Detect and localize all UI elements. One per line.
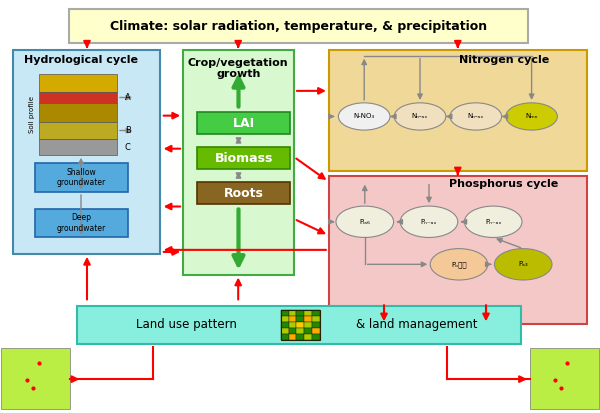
Bar: [312, 328, 320, 334]
Bar: [39, 103, 117, 122]
Bar: [304, 316, 312, 322]
FancyBboxPatch shape: [530, 348, 599, 409]
Bar: [312, 316, 320, 322]
Bar: [296, 322, 304, 328]
Text: Roots: Roots: [224, 187, 263, 200]
Ellipse shape: [400, 206, 458, 237]
Bar: [289, 328, 296, 334]
Bar: [312, 322, 320, 328]
Text: LAI: LAI: [233, 116, 254, 130]
Bar: [296, 316, 304, 322]
Ellipse shape: [336, 206, 394, 237]
Text: Pₒ⭣⁧: Pₒ⭣⁧: [451, 261, 467, 268]
FancyBboxPatch shape: [13, 50, 160, 254]
FancyBboxPatch shape: [1, 348, 70, 409]
Text: B: B: [125, 126, 131, 135]
Text: Hydrological cycle: Hydrological cycle: [24, 55, 138, 65]
Text: Crop/vegetation
growth: Crop/vegetation growth: [188, 58, 289, 79]
Text: Phosphorus cycle: Phosphorus cycle: [449, 179, 559, 189]
FancyBboxPatch shape: [35, 209, 128, 237]
FancyBboxPatch shape: [77, 306, 521, 344]
Bar: [281, 328, 289, 334]
Bar: [296, 328, 304, 334]
Text: Pₐ₃: Pₐ₃: [518, 261, 528, 267]
Bar: [281, 310, 289, 316]
Text: Nitrogen cycle: Nitrogen cycle: [459, 55, 549, 65]
FancyBboxPatch shape: [329, 50, 587, 171]
Bar: [296, 310, 304, 316]
FancyBboxPatch shape: [69, 9, 528, 43]
Ellipse shape: [394, 103, 446, 130]
Bar: [312, 334, 320, 340]
Text: Pₗₐ₆: Pₗₐ₆: [359, 219, 370, 225]
Bar: [39, 92, 117, 103]
FancyBboxPatch shape: [329, 176, 587, 324]
Ellipse shape: [430, 249, 488, 280]
Text: Nₙ-ₐₓ: Nₙ-ₐₓ: [467, 114, 484, 119]
Ellipse shape: [338, 103, 390, 130]
Bar: [304, 334, 312, 340]
FancyBboxPatch shape: [197, 182, 290, 204]
Bar: [39, 139, 117, 155]
Bar: [289, 322, 296, 328]
Bar: [304, 322, 312, 328]
Ellipse shape: [464, 206, 522, 237]
FancyBboxPatch shape: [35, 163, 128, 192]
Text: Pₙ₋ₐₓ: Pₙ₋ₐₓ: [485, 219, 502, 225]
Bar: [281, 322, 289, 328]
Bar: [39, 122, 117, 139]
Text: & land management: & land management: [356, 318, 478, 331]
Text: Nₙ-ₐₓ: Nₙ-ₐₓ: [412, 114, 428, 119]
Ellipse shape: [494, 249, 552, 280]
Text: Nₘₙ: Nₘₙ: [526, 114, 538, 119]
Ellipse shape: [506, 103, 557, 130]
Ellipse shape: [450, 103, 502, 130]
FancyBboxPatch shape: [197, 147, 290, 169]
FancyBboxPatch shape: [197, 112, 290, 134]
Text: A: A: [125, 93, 131, 102]
Bar: [289, 334, 296, 340]
Bar: [289, 316, 296, 322]
Text: Biomass: Biomass: [214, 152, 273, 165]
Bar: [289, 310, 296, 316]
Text: Climate: solar radiation, temperature, & precipitation: Climate: solar radiation, temperature, &…: [110, 20, 487, 33]
Bar: [312, 310, 320, 316]
FancyBboxPatch shape: [183, 50, 294, 275]
Text: Pₙ₋ₐₓ: Pₙ₋ₐₓ: [421, 219, 437, 225]
Text: C: C: [125, 142, 131, 152]
Text: Shallow
groundwater: Shallow groundwater: [56, 168, 106, 187]
Text: Land use pattern: Land use pattern: [136, 318, 236, 331]
Bar: [281, 316, 289, 322]
Bar: [39, 74, 117, 92]
Bar: [304, 310, 312, 316]
Text: N-NO₃: N-NO₃: [353, 114, 375, 119]
Text: Soil profile: Soil profile: [29, 96, 35, 133]
Bar: [296, 334, 304, 340]
Text: Deep
groundwater: Deep groundwater: [56, 214, 106, 233]
Bar: [304, 328, 312, 334]
Bar: [281, 334, 289, 340]
